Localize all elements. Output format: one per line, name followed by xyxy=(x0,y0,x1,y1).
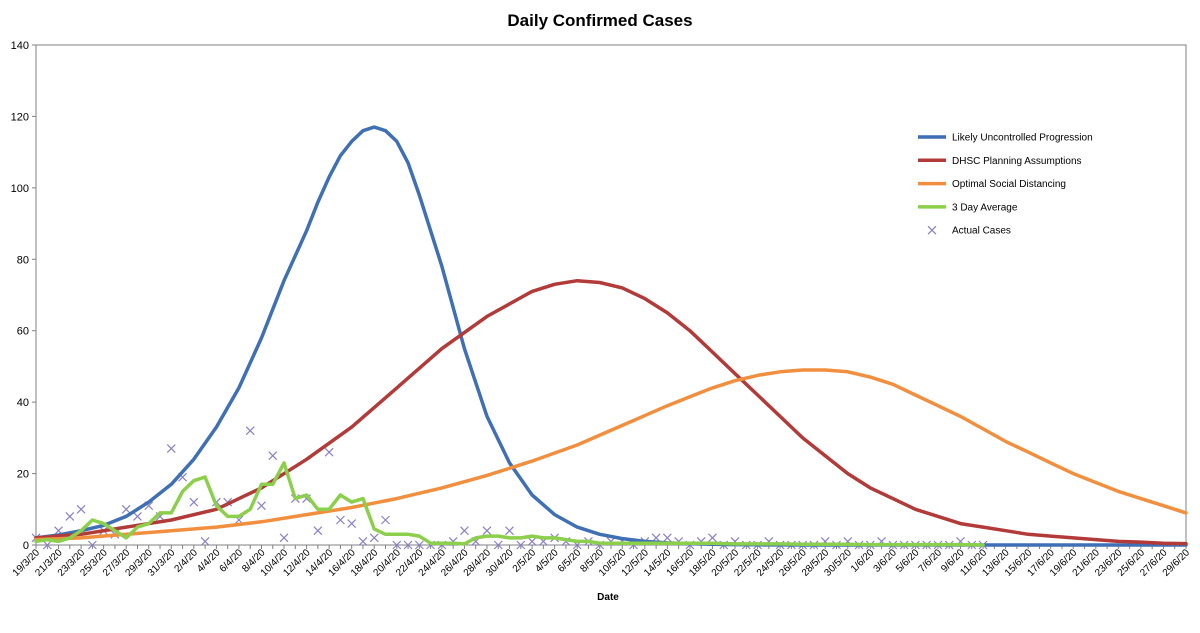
y-tick-label: 80 xyxy=(17,254,29,266)
legend-marker xyxy=(927,225,937,235)
actual-case-point xyxy=(42,540,52,550)
x-tick-label: 5/6/20 xyxy=(894,547,922,575)
legend-label: DHSC Planning Assumptions xyxy=(952,156,1082,167)
y-tick-label: 140 xyxy=(11,40,29,52)
x-tick-label: 6/5/20 xyxy=(556,547,584,575)
actual-case-point xyxy=(133,512,142,521)
actual-case-point xyxy=(460,526,469,536)
y-axis: 0 20 40 60 80 100 120 140 xyxy=(11,40,36,552)
actual-case-point xyxy=(200,537,210,546)
legend-item: DHSC Planning Assumptions xyxy=(918,156,1082,167)
legend-label: Actual Cases xyxy=(952,226,1011,237)
actual-case-point xyxy=(493,540,503,550)
actual-case-point xyxy=(87,540,97,550)
actual-case-point xyxy=(381,515,390,525)
actual-case-point xyxy=(313,526,323,536)
x-tick-label: 4/5/20 xyxy=(533,547,561,575)
legend-item: Likely Uncontrolled Progression xyxy=(918,133,1093,144)
actual-case-point xyxy=(403,540,413,550)
actual-case-point xyxy=(324,447,334,457)
actual-case-point xyxy=(189,497,199,507)
y-tick-label: 120 xyxy=(11,111,29,123)
legend-label: Optimal Social Distancing xyxy=(952,179,1066,190)
actual-case-point xyxy=(279,533,289,543)
actual-case-point xyxy=(527,537,537,546)
actual-case-point xyxy=(257,501,266,511)
actual-case-point xyxy=(505,526,514,536)
actual-case-point xyxy=(347,519,357,528)
legend-item: 3 Day Average xyxy=(918,202,1018,213)
x-tick-label: 1/6/20 xyxy=(849,547,877,575)
actual-case-point xyxy=(65,512,75,521)
actual-case-point xyxy=(245,426,255,436)
x-tick-label: 3/6/20 xyxy=(872,547,900,575)
actual-case-point xyxy=(166,444,176,453)
actual-case-point xyxy=(392,540,402,550)
actual-case-point xyxy=(76,504,86,514)
series-layer xyxy=(31,125,1188,550)
x-axis: 19/3/2021/3/2023/3/2025/3/2027/3/2029/3/… xyxy=(11,545,1192,579)
x-tick-label: 2/5/20 xyxy=(511,547,539,575)
y-tick-label: 40 xyxy=(17,397,29,409)
actual-case-point xyxy=(121,504,131,514)
legend-label: 3 Day Average xyxy=(952,202,1018,213)
plot-frame xyxy=(35,44,1187,546)
y-tick-label: 60 xyxy=(17,326,29,338)
series-3-day-average-line xyxy=(34,461,985,547)
x-axis-title: Date xyxy=(597,592,619,603)
plot-area xyxy=(35,44,1187,546)
x-tick-label: 2/4/20 xyxy=(173,547,201,575)
y-tick-label: 0 xyxy=(23,540,29,552)
legend-item: Actual Cases xyxy=(927,225,1011,237)
series-optimal-social-distancing-line xyxy=(34,368,1188,542)
y-tick-label: 100 xyxy=(11,183,29,195)
legend: Likely Uncontrolled Progression DHSC Plan… xyxy=(918,133,1093,237)
actual-case-point xyxy=(516,540,526,550)
x-tick-label: 4/4/20 xyxy=(195,547,223,575)
actual-case-point xyxy=(268,451,278,461)
legend-label: Likely Uncontrolled Progression xyxy=(952,133,1093,144)
actual-case-point xyxy=(708,533,717,543)
legend-item: Optimal Social Distancing xyxy=(918,179,1066,190)
x-tick-label: 6/4/20 xyxy=(218,547,246,575)
y-tick-label: 20 xyxy=(17,469,29,481)
x-tick-label: 7/6/20 xyxy=(917,547,945,575)
actual-case-point xyxy=(662,533,672,543)
actual-case-point xyxy=(358,537,368,546)
chart-title: Daily Confirmed Cases xyxy=(507,11,692,30)
actual-case-point xyxy=(335,515,345,525)
actual-case-point xyxy=(369,533,379,543)
actual-case-point xyxy=(414,540,424,550)
actual-case-point xyxy=(482,526,492,536)
series-dhsc-planning-assumptions-line xyxy=(34,278,1188,546)
